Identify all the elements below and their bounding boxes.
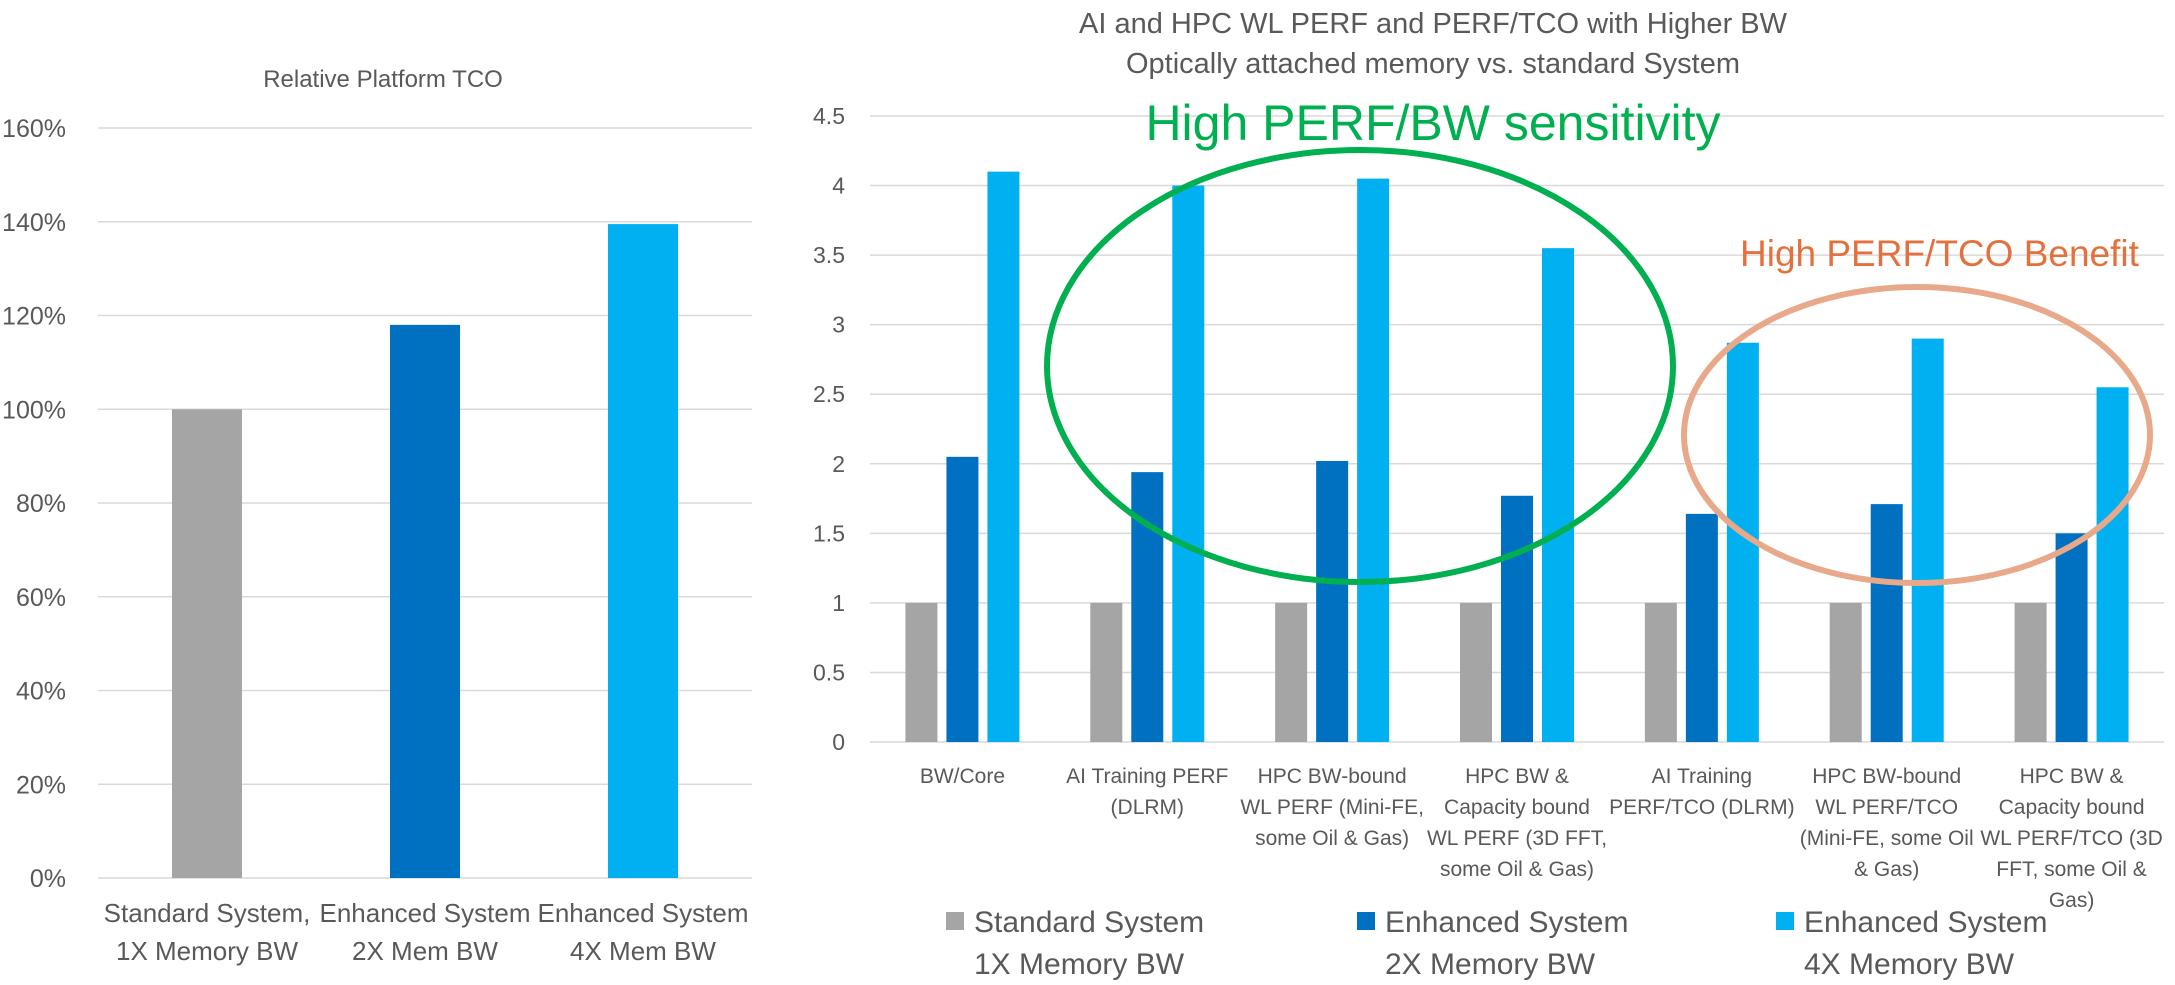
legend-swatch <box>1776 912 1794 930</box>
perf-bw-sensitivity-ellipse <box>1044 147 1676 585</box>
legend-swatch <box>1357 912 1375 930</box>
left-y-tick-label: 80% <box>16 490 66 518</box>
legend-label: 2X Memory BW <box>1385 948 1596 981</box>
right-x-tick-label: HPC BW & <box>2020 765 2124 788</box>
right-x-tick-label: PERF/TCO (DLRM) <box>1609 796 1795 819</box>
right-x-tick-label: FFT, some Oil & <box>1996 858 2147 881</box>
legend-label: 4X Memory BW <box>1804 948 2015 981</box>
right-bar <box>1172 185 1205 743</box>
left-x-tick-label: 4X Mem BW <box>570 936 716 966</box>
right-bar <box>1131 472 1164 742</box>
right-bar <box>2014 602 2047 742</box>
right-y-tick-label: 3.5 <box>813 242 845 268</box>
right-y-tick-label: 2.5 <box>813 381 845 407</box>
right-bar <box>1644 602 1677 742</box>
right-x-tick-label: AI Training <box>1652 765 1752 788</box>
right-x-tick-label: BW/Core <box>920 765 1005 788</box>
right-x-tick-label: WL PERF/TCO <box>1815 796 1958 819</box>
left-x-tick-label: Enhanced System <box>319 898 530 928</box>
right-x-tick-label: Capacity bound <box>1999 796 2145 819</box>
right-bar <box>1542 248 1574 742</box>
left-x-tick-label: 2X Mem BW <box>352 936 498 966</box>
right-x-tick-label: WL PERF (Mini-FE, <box>1240 796 1424 819</box>
right-x-tick-label: HPC BW-bound <box>1258 765 1407 788</box>
right-bar <box>1275 602 1308 742</box>
legend-label: Standard System <box>974 906 1204 939</box>
left-x-tick-label: 1X Memory BW <box>116 936 298 966</box>
right-bar <box>905 602 938 742</box>
right-bar <box>1829 602 1862 742</box>
right-chart-title: AI and HPC WL PERF and PERF/TCO with Hig… <box>1079 8 1788 80</box>
right-bar <box>1685 513 1718 742</box>
left-bars <box>172 224 678 878</box>
right-x-tick-label: HPC BW & <box>1465 765 1569 788</box>
left-x-tick-label: Enhanced System <box>537 898 748 928</box>
legend-swatch <box>946 912 964 930</box>
legend-label: Enhanced System <box>1804 906 2047 939</box>
left-y-tick-label: 160% <box>2 115 66 143</box>
left-bar <box>172 409 242 878</box>
right-bar <box>1911 338 1944 742</box>
right-y-tick-label: 2 <box>832 451 845 477</box>
right-x-tick-label: WL PERF (3D FFT, <box>1427 827 1607 850</box>
right-title-line: AI and HPC WL PERF and PERF/TCO with Hig… <box>1079 8 1788 40</box>
legend-label: 1X Memory BW <box>974 948 1185 981</box>
right-bar <box>1090 602 1123 742</box>
annotations: High PERF/BW sensitivity High PERF/TCO B… <box>1044 95 2153 586</box>
legend-label: Enhanced System <box>1385 906 1628 939</box>
right-bar <box>946 456 979 742</box>
right-y-tick-label: 1.5 <box>813 520 845 546</box>
right-x-axis-labels: BW/Core AI Training PERF (DLRM) HPC BW-boun… <box>920 765 2163 912</box>
right-x-tick-label: WL PERF/TCO (3D <box>1980 827 2162 850</box>
right-y-tick-label: 0.5 <box>813 659 845 685</box>
right-x-tick-label: Capacity bound <box>1444 796 1590 819</box>
right-y-tick-label: 4 <box>832 173 845 199</box>
right-bar <box>1870 504 1903 742</box>
legend: Standard System 1X Memory BW Enhanced Syst… <box>946 906 2047 981</box>
right-y-axis-ticks: 0 0.5 1 1.5 2 2.5 3 3.5 4 4.5 <box>813 103 845 755</box>
left-x-tick-label: Standard System, <box>104 898 311 928</box>
right-y-tick-label: 4.5 <box>813 103 845 129</box>
left-bar <box>608 224 678 878</box>
left-bar <box>390 324 460 878</box>
left-y-tick-label: 40% <box>16 678 66 706</box>
perf-bw-sensitivity-label: High PERF/BW sensitivity <box>1145 95 1720 151</box>
right-x-tick-label: some Oil & Gas) <box>1255 827 1409 850</box>
right-x-tick-label: some Oil & Gas) <box>1440 858 1594 881</box>
perf-tco-benefit-ellipse <box>1681 284 2153 586</box>
right-bar <box>987 171 1020 743</box>
perf-tco-benefit-label: High PERF/TCO Benefit <box>1740 233 2140 274</box>
left-y-axis-ticks: 0% 20% 40% 60% 80% 100% 120% 140% 160% <box>2 115 66 893</box>
right-bar <box>2055 533 2088 742</box>
right-bars <box>905 171 2129 743</box>
right-bar <box>2096 387 2129 742</box>
right-x-tick-label: (DLRM) <box>1111 796 1185 819</box>
right-x-tick-label: (Mini-FE, some Oil <box>1800 827 1974 850</box>
right-x-tick-label: & Gas) <box>1854 858 1919 881</box>
right-y-tick-label: 3 <box>832 312 845 338</box>
left-y-tick-label: 140% <box>2 209 66 237</box>
left-chart-tco: Relative Platform TCO 0% 20% 40% 60% 80% 100%… <box>2 66 752 966</box>
left-y-tick-label: 60% <box>16 584 66 612</box>
left-y-tick-label: 20% <box>16 771 66 799</box>
left-x-axis-labels: Standard System, 1X Memory BW Enhanced Sys… <box>104 898 749 966</box>
right-bar <box>1460 602 1492 742</box>
right-chart-perf: AI and HPC WL PERF and PERF/TCO with Hig… <box>813 8 2164 981</box>
right-bar <box>1316 460 1349 742</box>
right-y-tick-label: 0 <box>832 729 845 755</box>
right-x-tick-label: Gas) <box>2049 889 2095 912</box>
left-y-tick-label: 120% <box>2 303 66 331</box>
right-title-line: Optically attached memory vs. standard S… <box>1126 48 1740 80</box>
right-bar <box>1501 495 1533 742</box>
right-x-tick-label: AI Training PERF <box>1066 765 1228 788</box>
right-bar <box>1357 178 1390 743</box>
left-chart-title: Relative Platform TCO <box>263 66 503 93</box>
left-y-tick-label: 0% <box>30 865 66 893</box>
right-y-tick-label: 1 <box>832 590 845 616</box>
right-x-tick-label: HPC BW-bound <box>1812 765 1961 788</box>
left-y-tick-label: 100% <box>2 396 66 424</box>
